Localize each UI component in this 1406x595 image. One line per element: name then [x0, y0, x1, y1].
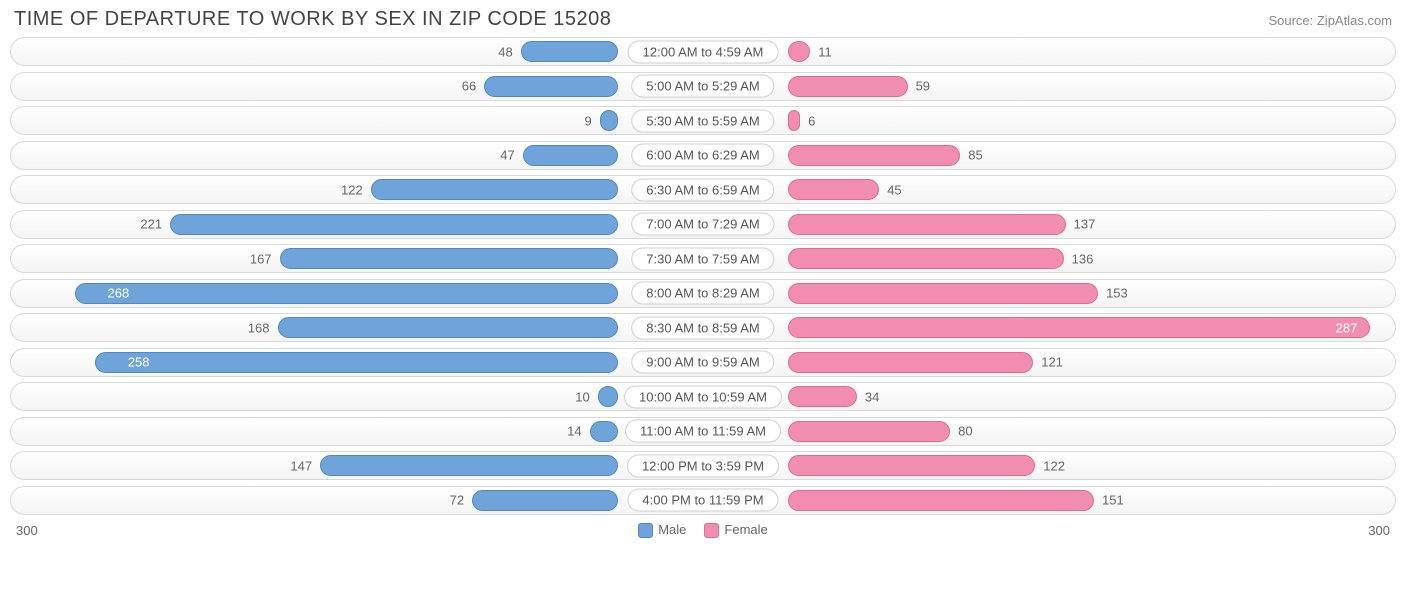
female-bar: [788, 352, 1033, 373]
male-value: 258: [128, 355, 150, 370]
female-value: 85: [968, 148, 982, 163]
chart-row: 66 59 5:00 AM to 5:29 AM: [10, 72, 1396, 101]
chart-row: 48 11 12:00 AM to 4:59 AM: [10, 37, 1396, 66]
female-bar: [788, 41, 810, 62]
chart-row: 72 151 4:00 PM to 11:59 PM: [10, 486, 1396, 515]
diverging-bar-chart: 48 11 12:00 AM to 4:59 AM 66 59 5:00 AM to 5:…: [10, 37, 1396, 515]
chart-row: 147 122 12:00 PM to 3:59 PM: [10, 451, 1396, 480]
female-value: 136: [1072, 251, 1094, 266]
female-value: 151: [1102, 493, 1124, 508]
legend-male: Male: [638, 522, 686, 538]
male-bar: [75, 283, 618, 304]
row-time-label: 8:00 AM to 8:29 AM: [631, 282, 774, 305]
male-bar: [472, 490, 618, 511]
row-time-label: 8:30 AM to 8:59 AM: [631, 316, 774, 339]
male-value: 47: [500, 148, 514, 163]
male-bar: [590, 421, 618, 442]
male-value: 66: [462, 79, 476, 94]
row-time-label: 6:00 AM to 6:29 AM: [631, 144, 774, 167]
chart-row: 10 34 10:00 AM to 10:59 AM: [10, 382, 1396, 411]
male-bar: [521, 41, 618, 62]
male-bar: [598, 386, 618, 407]
axis-max-right: 300: [1368, 523, 1390, 538]
chart-row: 168 287 8:30 AM to 8:59 AM: [10, 313, 1396, 342]
chart-row: 167 136 7:30 AM to 7:59 AM: [10, 244, 1396, 273]
female-value: 59: [916, 79, 930, 94]
female-value: 153: [1106, 286, 1128, 301]
female-bar: [788, 76, 908, 97]
row-time-label: 12:00 AM to 4:59 AM: [628, 40, 779, 63]
chart-row: 47 85 6:00 AM to 6:29 AM: [10, 141, 1396, 170]
chart-row: 268 153 8:00 AM to 8:29 AM: [10, 279, 1396, 308]
male-value: 72: [450, 493, 464, 508]
female-value: 6: [808, 113, 815, 128]
male-value: 9: [585, 113, 592, 128]
chart-header: TIME OF DEPARTURE TO WORK BY SEX IN ZIP …: [10, 8, 1396, 37]
row-time-label: 6:30 AM to 6:59 AM: [631, 178, 774, 201]
chart-row: 9 6 5:30 AM to 5:59 AM: [10, 106, 1396, 135]
male-bar: [484, 76, 618, 97]
male-value: 48: [498, 44, 512, 59]
female-value: 11: [818, 44, 832, 59]
row-time-label: 9:00 AM to 9:59 AM: [631, 351, 774, 374]
female-bar: [788, 490, 1094, 511]
female-value: 122: [1043, 458, 1065, 473]
female-value: 45: [887, 182, 901, 197]
female-value: 80: [958, 424, 972, 439]
row-time-label: 12:00 PM to 3:59 PM: [627, 454, 779, 477]
male-value: 122: [341, 182, 363, 197]
female-bar: [788, 214, 1066, 235]
male-bar: [371, 179, 618, 200]
male-bar: [170, 214, 618, 235]
chart-source: Source: ZipAtlas.com: [1268, 13, 1392, 28]
male-bar: [523, 145, 618, 166]
legend-female: Female: [704, 522, 767, 538]
chart-row: 258 121 9:00 AM to 9:59 AM: [10, 348, 1396, 377]
row-time-label: 5:30 AM to 5:59 AM: [631, 109, 774, 132]
female-swatch-icon: [704, 523, 719, 538]
male-value: 10: [575, 389, 589, 404]
row-time-label: 7:00 AM to 7:29 AM: [631, 213, 774, 236]
female-value: 137: [1074, 217, 1096, 232]
male-value: 167: [250, 251, 272, 266]
female-bar: [788, 386, 857, 407]
male-value: 168: [248, 320, 270, 335]
row-time-label: 4:00 PM to 11:59 PM: [627, 489, 778, 512]
female-value: 121: [1041, 355, 1063, 370]
row-time-label: 7:30 AM to 7:59 AM: [631, 247, 774, 270]
female-bar: [788, 110, 800, 131]
male-value: 221: [140, 217, 162, 232]
male-bar: [600, 110, 618, 131]
legend-male-label: Male: [658, 522, 686, 537]
row-time-label: 5:00 AM to 5:29 AM: [631, 75, 774, 98]
male-value: 147: [290, 458, 312, 473]
female-bar: [788, 283, 1098, 304]
male-bar: [278, 317, 618, 338]
chart-footer: 300 Male Female 300: [10, 520, 1396, 538]
female-bar: [788, 179, 879, 200]
chart-row: 122 45 6:30 AM to 6:59 AM: [10, 175, 1396, 204]
male-bar: [280, 248, 618, 269]
female-bar: [788, 248, 1064, 269]
female-value: 287: [1336, 320, 1358, 335]
row-time-label: 11:00 AM to 11:59 AM: [625, 420, 781, 443]
male-bar: [95, 352, 618, 373]
male-bar: [320, 455, 618, 476]
male-swatch-icon: [638, 523, 653, 538]
female-bar: [788, 145, 960, 166]
legend: Male Female: [638, 522, 768, 538]
chart-row: 221 137 7:00 AM to 7:29 AM: [10, 210, 1396, 239]
chart-title: TIME OF DEPARTURE TO WORK BY SEX IN ZIP …: [14, 8, 611, 31]
female-bar: [788, 317, 1370, 338]
female-bar: [788, 421, 950, 442]
legend-female-label: Female: [724, 522, 767, 537]
female-bar: [788, 455, 1035, 476]
row-time-label: 10:00 AM to 10:59 AM: [624, 385, 782, 408]
male-value: 14: [567, 424, 581, 439]
female-value: 34: [865, 389, 879, 404]
axis-max-left: 300: [16, 523, 38, 538]
chart-row: 14 80 11:00 AM to 11:59 AM: [10, 417, 1396, 446]
male-value: 268: [108, 286, 130, 301]
